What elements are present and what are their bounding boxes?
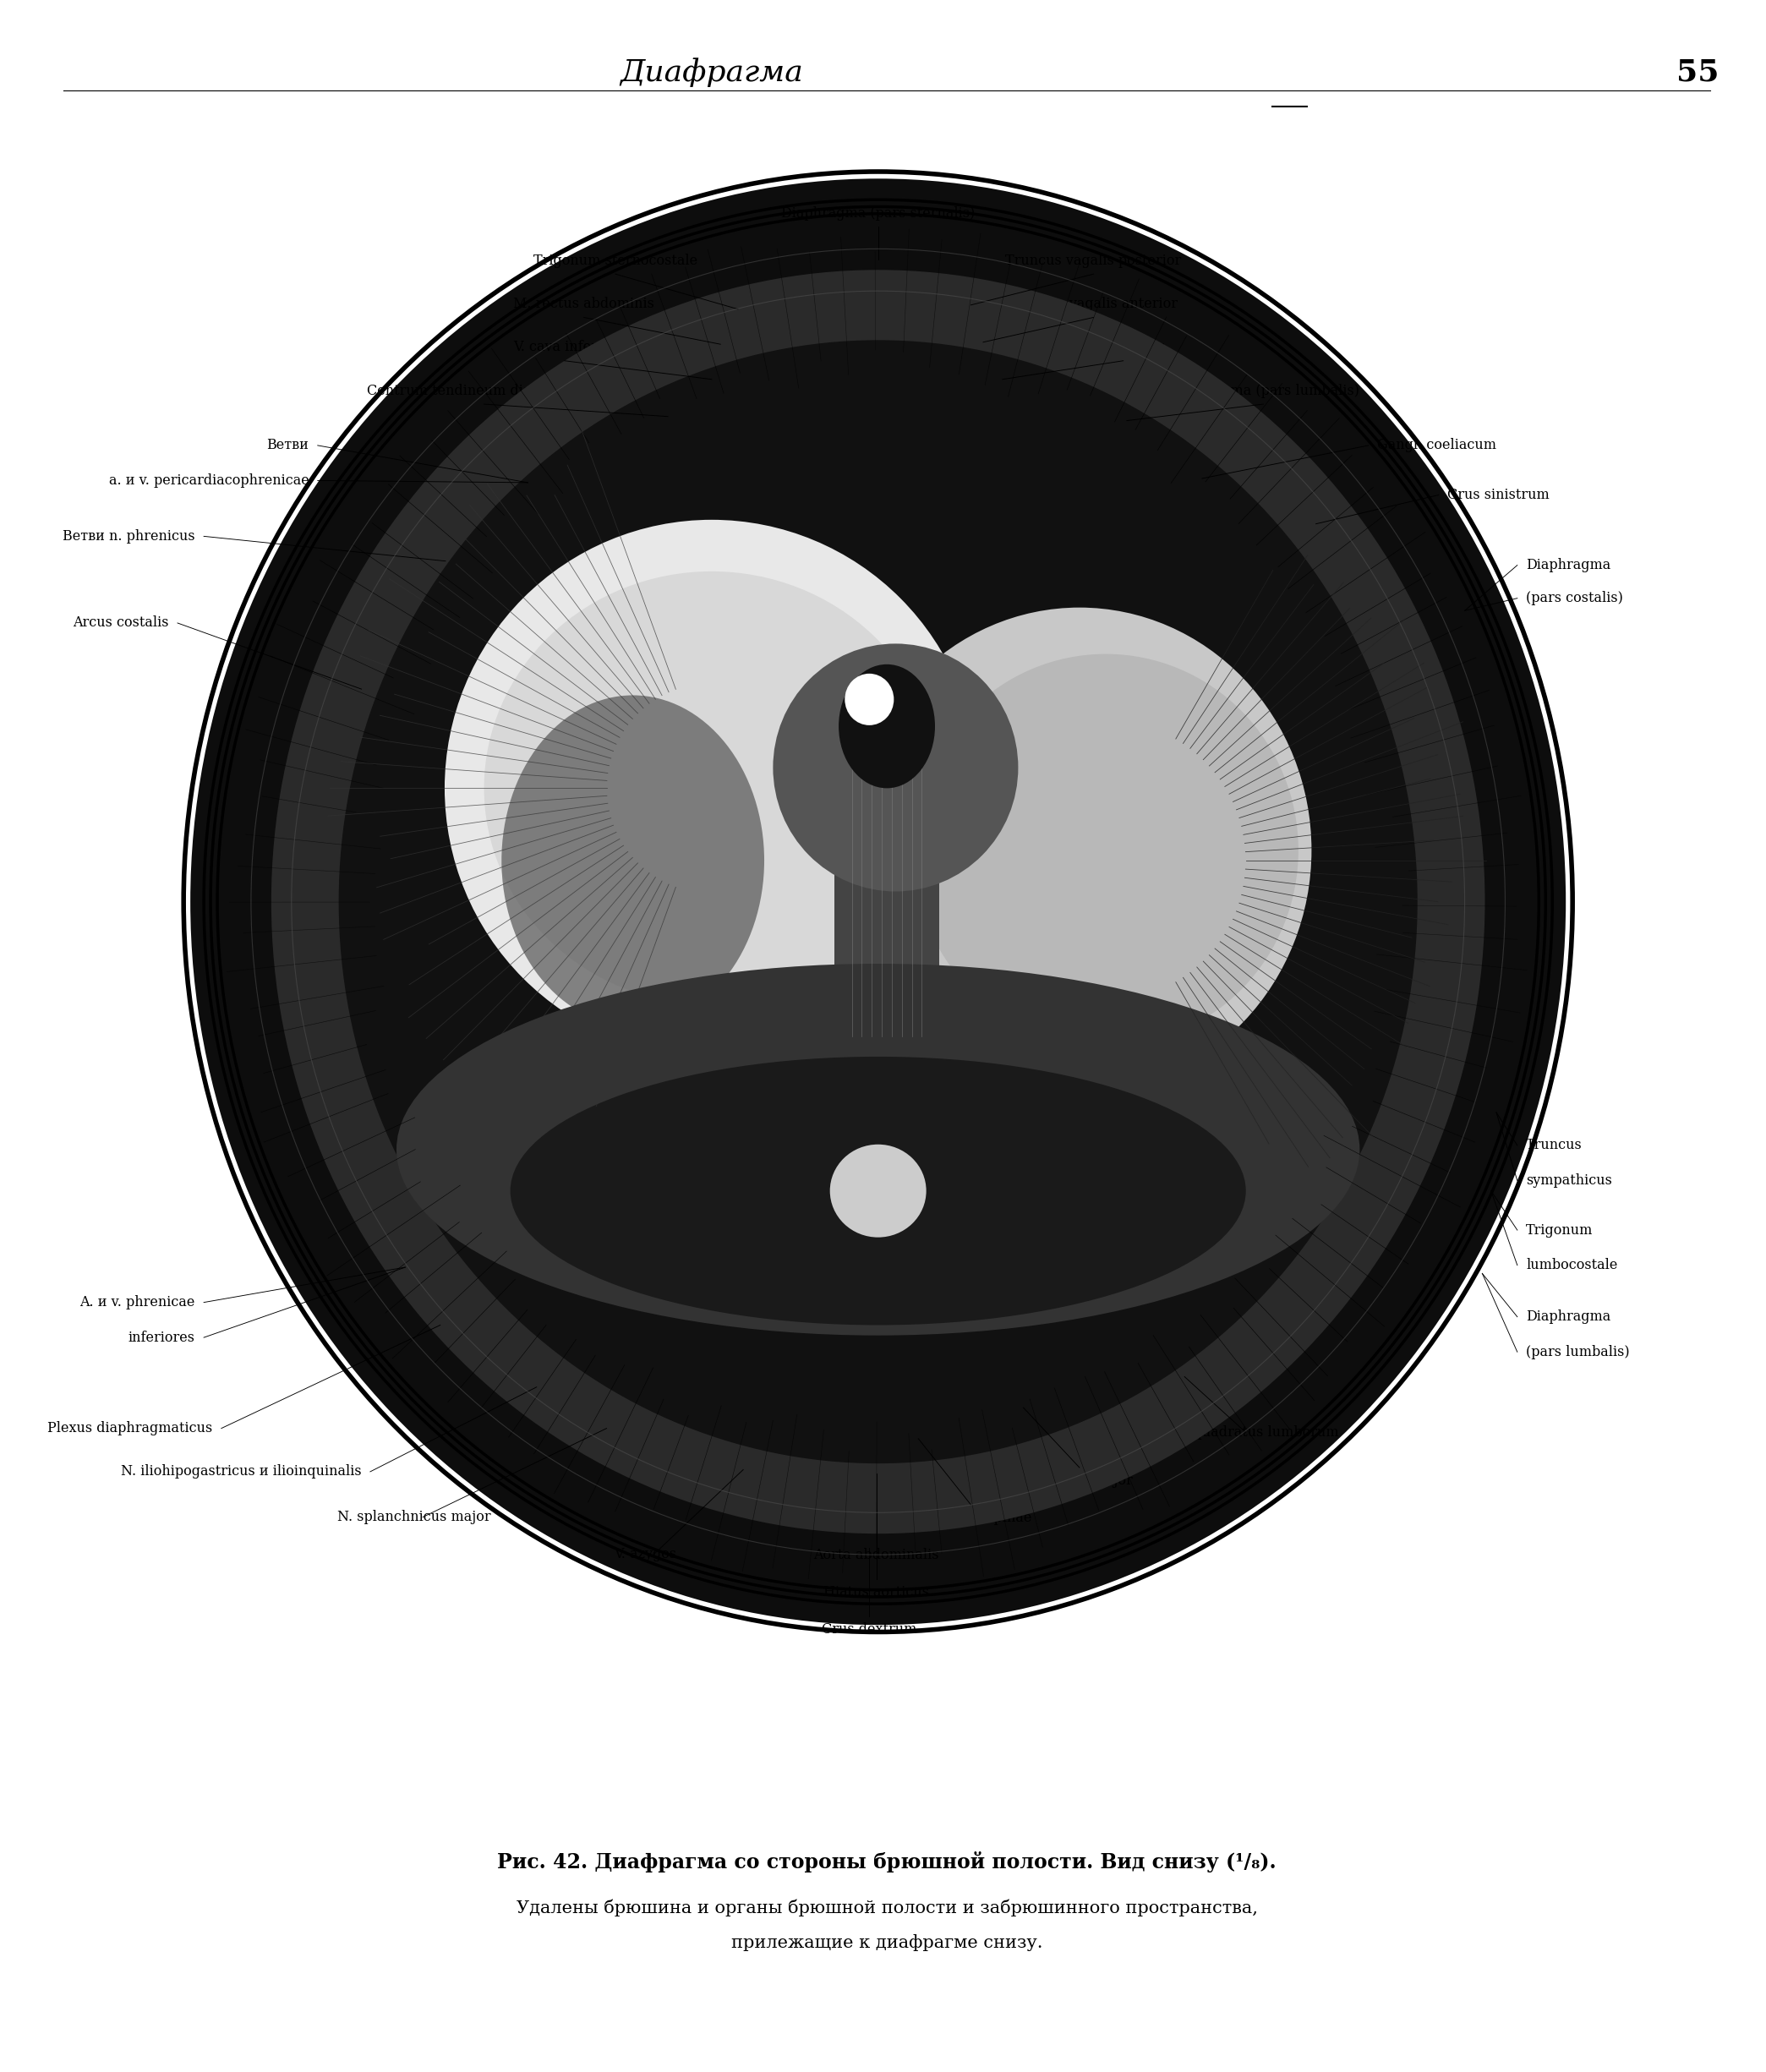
Ellipse shape <box>913 655 1298 1046</box>
Ellipse shape <box>272 269 1485 1533</box>
Text: Diaphragma: Diaphragma <box>1526 557 1611 572</box>
Ellipse shape <box>445 520 978 1057</box>
Ellipse shape <box>397 963 1360 1336</box>
Text: V. azygos: V. azygos <box>615 1548 676 1562</box>
Text: Gangl. coeliacum: Gangl. coeliacum <box>1377 439 1496 452</box>
Text: M. rectus abdominis: M. rectus abdominis <box>514 296 655 311</box>
Ellipse shape <box>839 665 934 787</box>
Text: Trigonum: Trigonum <box>1526 1222 1593 1237</box>
Text: M. psoas major: M. psoas major <box>1026 1473 1132 1488</box>
Ellipse shape <box>510 1057 1245 1326</box>
Ellipse shape <box>830 1144 925 1237</box>
Text: (pars lumbalis): (pars lumbalis) <box>1526 1345 1630 1359</box>
Text: lumbocostale: lumbocostale <box>1526 1258 1618 1272</box>
Text: Truncus vagalis posterior: Truncus vagalis posterior <box>1005 253 1181 267</box>
Text: Diaphragma (pars sternalis): Diaphragma (pars sternalis) <box>781 205 975 220</box>
Text: Diaphragma: Diaphragma <box>1526 1310 1611 1324</box>
Polygon shape <box>834 756 940 1026</box>
Ellipse shape <box>502 696 765 1026</box>
Text: Hiatus aorticus: Hiatus aorticus <box>823 1585 929 1600</box>
Text: Centrum tendineum diaphragmae: Centrum tendineum diaphragmae <box>367 383 600 398</box>
Text: Diaphragma (pars lumbalis): Diaphragma (pars lumbalis) <box>1167 383 1360 398</box>
Ellipse shape <box>844 673 894 725</box>
Text: Aorta abdominalis: Aorta abdominalis <box>814 1548 940 1562</box>
Text: Crus sinistrum: Crus sinistrum <box>1448 487 1549 501</box>
Text: Диафрагма: Диафрагма <box>620 58 804 87</box>
Ellipse shape <box>848 607 1312 1092</box>
Text: Oesophagus: Oesophagus <box>1081 340 1166 354</box>
Ellipse shape <box>191 178 1566 1624</box>
Text: Ветви: Ветви <box>267 439 309 452</box>
Text: прилежащие к диафрагме снизу.: прилежащие к диафрагме снизу. <box>731 1933 1042 1952</box>
Ellipse shape <box>339 340 1418 1463</box>
Text: M. erector spinae: M. erector spinae <box>909 1510 1031 1525</box>
Text: Crus dextrum: Crus dextrum <box>821 1622 917 1637</box>
Text: N. splanchnicus major: N. splanchnicus major <box>337 1510 491 1525</box>
Text: а. и v. pericardiacophrenicae: а. и v. pericardiacophrenicae <box>109 472 309 487</box>
Text: Plexus diaphragmaticus: Plexus diaphragmaticus <box>48 1421 212 1436</box>
Text: N. iliohipogastricus и ilioinquinalis: N. iliohipogastricus и ilioinquinalis <box>120 1465 362 1479</box>
Ellipse shape <box>774 644 1019 891</box>
Text: Arcus costalis: Arcus costalis <box>72 615 170 630</box>
Text: inferiores: inferiores <box>129 1330 194 1345</box>
Text: Truncus vagalis anterior: Truncus vagalis anterior <box>1008 296 1178 311</box>
Text: Удалены брюшина и органы брюшной полости и забрюшинного пространства,: Удалены брюшина и органы брюшной полости… <box>516 1898 1257 1917</box>
Text: (pars costalis): (pars costalis) <box>1526 591 1623 605</box>
Ellipse shape <box>184 172 1572 1633</box>
Text: A. и v. phrenicae: A. и v. phrenicae <box>79 1295 194 1310</box>
Text: Truncus: Truncus <box>1526 1138 1582 1152</box>
Text: Ветви n. phrenicus: Ветви n. phrenicus <box>62 528 194 543</box>
Text: 55: 55 <box>1676 58 1718 87</box>
Text: Рис. 42. Диафрагма со стороны брюшной полости. Вид снизу (¹/₈).: Рис. 42. Диафрагма со стороны брюшной по… <box>498 1852 1277 1873</box>
Ellipse shape <box>484 572 940 1005</box>
Text: sympathicus: sympathicus <box>1526 1173 1612 1187</box>
Text: Trigonum sternocostale: Trigonum sternocostale <box>533 253 698 267</box>
Text: V. cava inferior: V. cava inferior <box>512 340 616 354</box>
Text: M. quadratus lumborum: M. quadratus lumborum <box>1171 1426 1339 1440</box>
